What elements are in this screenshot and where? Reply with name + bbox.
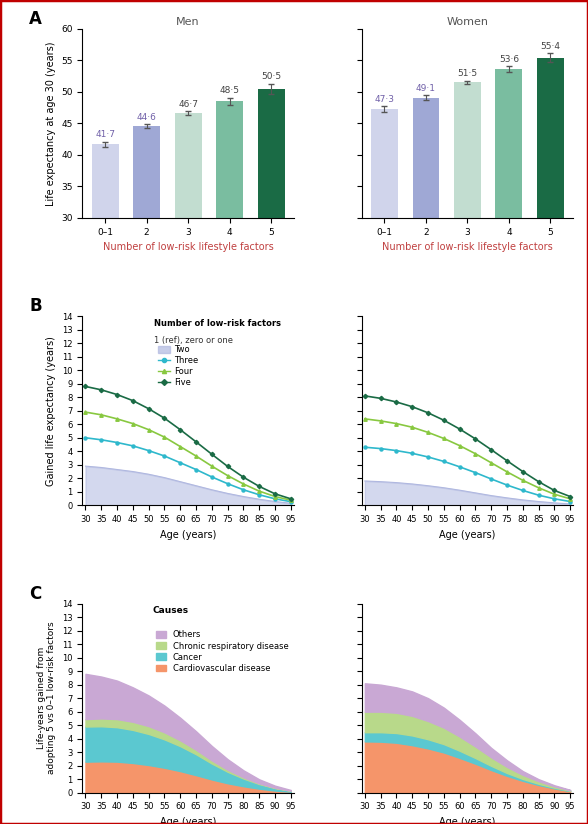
X-axis label: Age (years): Age (years): [439, 817, 496, 824]
Text: 44·6: 44·6: [136, 113, 156, 122]
Legend: Two, Three, Four, Five: Two, Three, Four, Five: [158, 345, 199, 387]
Text: 50·5: 50·5: [261, 73, 281, 82]
Text: A: A: [29, 10, 42, 28]
Bar: [133, 126, 160, 407]
X-axis label: Number of low-risk lifestyle factors: Number of low-risk lifestyle factors: [103, 242, 273, 252]
Text: 46·7: 46·7: [178, 100, 198, 109]
Legend: Others, Chronic respiratory disease, Cancer, Cardiovascular disease: Others, Chronic respiratory disease, Can…: [156, 630, 289, 672]
Y-axis label: Gained life expectancy (years): Gained life expectancy (years): [46, 336, 56, 485]
Bar: [92, 144, 119, 407]
Bar: [371, 109, 398, 407]
X-axis label: Age (years): Age (years): [160, 817, 216, 824]
Bar: [537, 58, 564, 407]
Text: 1 (ref), zero or one: 1 (ref), zero or one: [154, 336, 233, 345]
Bar: [496, 69, 523, 407]
Bar: [454, 82, 481, 407]
Bar: [175, 113, 202, 407]
Text: 53·6: 53·6: [499, 55, 519, 63]
Text: 51·5: 51·5: [457, 69, 477, 78]
Text: 49·1: 49·1: [416, 84, 436, 93]
Text: 48·5: 48·5: [220, 87, 240, 96]
Text: 41·7: 41·7: [95, 130, 115, 139]
Bar: [216, 101, 243, 407]
Text: B: B: [29, 297, 42, 316]
Text: C: C: [29, 585, 42, 602]
Text: Number of low-risk factors: Number of low-risk factors: [154, 319, 281, 328]
X-axis label: Age (years): Age (years): [160, 530, 216, 540]
Y-axis label: Life-years gained from
adopting 5 vs 0–1 low-risk factors: Life-years gained from adopting 5 vs 0–1…: [37, 622, 56, 775]
X-axis label: Number of low-risk lifestyle factors: Number of low-risk lifestyle factors: [382, 242, 553, 252]
Text: 55·4: 55·4: [540, 42, 560, 51]
Title: Women: Women: [446, 16, 489, 26]
Y-axis label: Life expectancy at age 30 (years): Life expectancy at age 30 (years): [45, 41, 55, 206]
Text: Causes: Causes: [152, 606, 188, 616]
Text: 47·3: 47·3: [375, 95, 395, 104]
X-axis label: Age (years): Age (years): [439, 530, 496, 540]
Bar: [258, 89, 285, 407]
Bar: [413, 97, 439, 407]
Title: Men: Men: [176, 16, 200, 26]
